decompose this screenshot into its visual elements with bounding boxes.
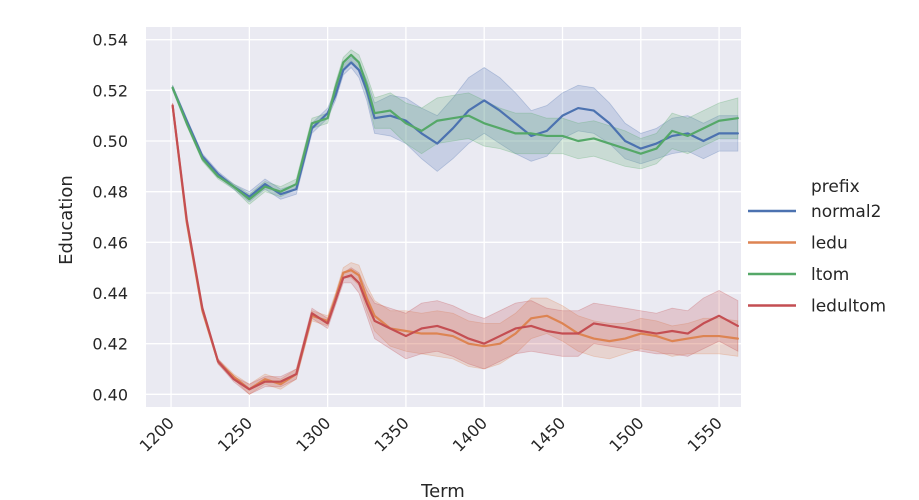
grid-lines — [146, 27, 741, 407]
legend-title: prefix — [811, 177, 860, 197]
y-tick-label: 0.50 — [92, 132, 128, 151]
y-tick-label: 0.44 — [92, 284, 128, 303]
y-axis-label: Education — [56, 175, 77, 265]
x-axis-ticks: 1200 1250 1300 1350 1400 1450 1500 1550 — [136, 413, 726, 455]
legend-label-ledultom: ledultom — [811, 297, 886, 317]
x-tick-label: 1550 — [684, 413, 726, 455]
y-tick-label: 0.48 — [92, 183, 128, 202]
legend-label-ltom: ltom — [811, 265, 849, 285]
y-tick-label: 0.46 — [92, 233, 128, 252]
y-tick-label: 0.52 — [92, 81, 128, 100]
x-tick-label: 1250 — [214, 413, 256, 455]
x-tick-label: 1300 — [292, 413, 334, 455]
x-tick-label: 1500 — [605, 413, 647, 455]
legend-label-normal2: normal2 — [811, 202, 881, 222]
y-tick-label: 0.42 — [92, 335, 128, 354]
y-axis-ticks: 0.40 0.42 0.44 0.46 0.48 0.50 0.52 0.54 — [92, 31, 128, 405]
x-tick-label: 1400 — [449, 413, 491, 455]
series-line-ledultom — [171, 104, 739, 391]
ci-band-ledultom — [172, 102, 739, 395]
x-tick-label: 1350 — [371, 413, 413, 455]
x-tick-label: 1200 — [136, 413, 178, 455]
series-lines — [171, 53, 739, 391]
x-axis-label: Term — [420, 481, 465, 500]
legend-label-ledu: ledu — [811, 234, 848, 254]
y-tick-label: 0.54 — [92, 31, 128, 50]
x-tick-label: 1450 — [527, 413, 569, 455]
ci-band-normal2 — [172, 56, 739, 203]
y-tick-label: 0.40 — [92, 385, 128, 404]
series-line-ltom — [171, 53, 739, 201]
